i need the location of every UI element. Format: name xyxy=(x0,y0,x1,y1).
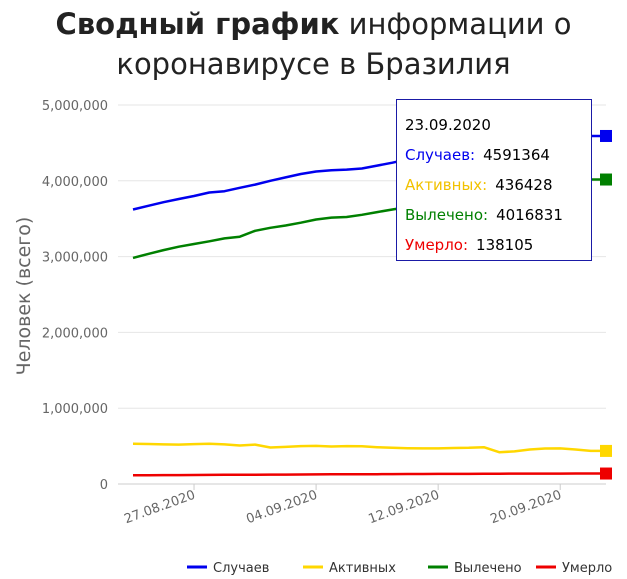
series-end-marker xyxy=(600,129,612,142)
y-tick-label: 3,000,000 xyxy=(42,251,108,266)
hover-tooltip: 23.09.2020 Случаев: 4591364 Активных: 4364… xyxy=(396,99,592,261)
tooltip-date: 23.09.2020 xyxy=(405,116,491,134)
tooltip-row-recovered: Вылечено: 4016831 xyxy=(405,200,583,230)
y-tick-label: 2,000,000 xyxy=(42,326,108,341)
legend: Случаев Активных Вылечено Умерло xyxy=(187,561,612,576)
y-tick-label: 0 xyxy=(100,478,108,493)
series-line xyxy=(132,442,606,454)
tooltip-label: Умерло: xyxy=(405,236,469,254)
tooltip-label: Активных: xyxy=(405,176,488,194)
chart-title: Сводный график информации о коронавирусе… xyxy=(0,4,627,84)
series-end-marker xyxy=(600,467,612,480)
title-line1: информации о xyxy=(348,7,572,41)
legend-item[interactable]: Активных xyxy=(303,561,396,576)
y-tick-labels: 0 1,000,000 2,000,000 3,000,000 4,000,000 5,0… xyxy=(42,99,108,493)
tooltip-row-active: Активных: 436428 xyxy=(405,170,583,200)
tooltip-value: 4591364 xyxy=(483,146,550,164)
y-tick-label: 5,000,000 xyxy=(42,99,108,114)
legend-item[interactable]: Умерло xyxy=(536,561,612,576)
tooltip-label: Вылечено: xyxy=(405,206,489,224)
tooltip-value: 4016831 xyxy=(496,206,563,224)
tooltip-row-cases: Случаев: 4591364 xyxy=(405,140,583,170)
legend-label: Умерло xyxy=(562,561,612,576)
x-tick-labels: 27.08.2020 04.09.2020 12.09.2020 20.09.2020 xyxy=(122,484,564,528)
x-tick-label: 12.09.2020 xyxy=(366,488,441,528)
y-tick-label: 4,000,000 xyxy=(42,175,108,190)
legend-label: Вылечено xyxy=(454,561,522,576)
y-axis-label: Человек (всего) xyxy=(13,217,35,376)
title-line2: коронавирусе в Бразилия xyxy=(116,47,511,81)
x-tick-label: 27.08.2020 xyxy=(122,488,197,528)
y-tick-label: 1,000,000 xyxy=(42,402,108,417)
title-bold: Сводный график xyxy=(55,7,340,41)
x-tick-label: 04.09.2020 xyxy=(244,488,319,528)
tooltip-row-deaths: Умерло: 138105 xyxy=(405,230,583,260)
legend-label: Случаев xyxy=(213,561,269,576)
series-line xyxy=(132,472,606,477)
series-end-marker xyxy=(600,173,612,186)
x-tick-label: 20.09.2020 xyxy=(489,488,564,528)
series-end-marker xyxy=(600,444,612,457)
legend-label: Активных xyxy=(329,561,396,576)
series-end-markers xyxy=(600,129,612,480)
tooltip-value: 436428 xyxy=(495,176,553,194)
legend-item[interactable]: Случаев xyxy=(187,561,269,576)
tooltip-value: 138105 xyxy=(476,236,534,254)
legend-item[interactable]: Вылечено xyxy=(428,561,522,576)
tooltip-label: Случаев: xyxy=(405,146,476,164)
